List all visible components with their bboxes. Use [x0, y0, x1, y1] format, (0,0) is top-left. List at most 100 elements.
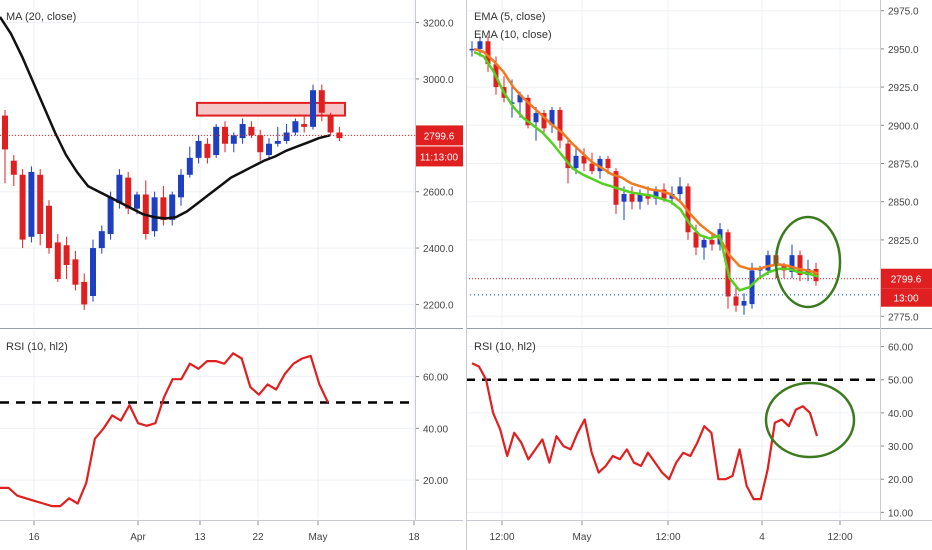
candle-body: [63, 245, 70, 265]
candle-body: [72, 259, 79, 285]
right-ema5-legend: EMA (5, close): [474, 11, 546, 23]
candle-body: [637, 194, 643, 202]
x-tick-label: 12:00: [655, 532, 680, 543]
countdown-label: 13:00: [893, 294, 918, 305]
y-tick-label: 2975.0: [888, 7, 919, 18]
candle-body: [621, 194, 627, 202]
right-rsi-legend: RSI (10, hl2): [474, 341, 536, 353]
y-tick-label: 2925.0: [888, 83, 919, 94]
candle-body: [204, 143, 211, 158]
chart-gap: [463, 0, 466, 550]
candle-body: [549, 110, 555, 126]
candle-body: [525, 97, 531, 126]
candle-body: [116, 174, 123, 203]
y-tick-label: 2850.0: [888, 198, 919, 209]
x-tick-label: 12:00: [827, 532, 852, 543]
candle-body: [805, 268, 811, 276]
y-tick-label: 50.00: [888, 376, 913, 387]
candle-body: [797, 255, 803, 276]
candle-body: [151, 197, 158, 232]
x-tick-label: 22: [252, 532, 264, 543]
y-tick-label: 40.00: [888, 409, 913, 420]
left-rsi-pane: RSI (10, hl2): [0, 330, 415, 519]
candle-body: [230, 135, 237, 144]
candle-body: [677, 186, 683, 195]
candle-body: [327, 115, 334, 133]
candle-body: [37, 174, 44, 234]
x-tick-label: 16: [28, 532, 40, 543]
candle-body: [469, 48, 475, 51]
x-tick-label: May: [309, 532, 328, 543]
candle-body: [292, 121, 299, 133]
candle-body: [186, 157, 193, 175]
left-rsi-legend: RSI (10, hl2): [6, 341, 68, 353]
left-price-pane: MA (20, close): [0, 0, 415, 327]
x-tick-label: 4: [759, 532, 765, 543]
candle-body: [266, 143, 272, 156]
candle-body: [573, 155, 579, 169]
y-tick-label: 2775.0: [888, 312, 919, 323]
x-tick-label: May: [573, 532, 592, 543]
candle-body: [733, 296, 739, 306]
y-tick-label: 60.00: [888, 343, 913, 354]
rsi-line: [471, 362, 819, 501]
candle-body: [239, 124, 246, 139]
y-tick-label: 30.00: [888, 442, 913, 453]
x-tick-label: 13: [194, 532, 206, 543]
candle-body: [653, 189, 659, 199]
last-price-label: 2799.6: [891, 275, 922, 286]
right-time-axis[interactable]: 12:00 May 12:00 4 12:00: [489, 521, 853, 543]
candle-body: [725, 232, 731, 297]
candle-body: [485, 41, 491, 65]
candle-body: [661, 189, 667, 199]
x-tick-label: 12:00: [489, 532, 514, 543]
y-tick-label: 2600.0: [423, 188, 454, 199]
y-tick-label: 3000.0: [423, 75, 454, 86]
countdown-tag: [416, 146, 463, 167]
y-tick-label: 60.00: [423, 373, 448, 384]
y-tick-label: 10.00: [888, 508, 913, 519]
candle-body: [789, 255, 795, 272]
candle-body: [283, 132, 290, 141]
candle-body: [533, 113, 539, 123]
y-tick-label: 3200.0: [423, 19, 454, 30]
y-tick-label: 2950.0: [888, 45, 919, 56]
highlight-circle: [764, 381, 856, 459]
y-tick-label: 2400.0: [423, 244, 454, 255]
candle-body: [749, 270, 755, 305]
left-rsi-axis[interactable]: 60.00 40.00 20.00: [415, 373, 448, 488]
left-time-axis[interactable]: 16 Apr 13 22 May 18: [28, 521, 420, 543]
ema-5-line: [473, 50, 819, 292]
countdown-label: 11:13:00: [420, 152, 459, 163]
candle-body: [107, 197, 114, 234]
x-tick-label: Apr: [130, 532, 146, 543]
left-price-axis[interactable]: 3200.03000.02800.02600.02400.02200.02799…: [415, 19, 463, 312]
candle-body: [693, 232, 699, 248]
candle-body: [741, 301, 747, 306]
candle-body: [597, 158, 603, 172]
candle-body: [195, 140, 202, 158]
candle-body: [46, 205, 52, 249]
candle-body: [565, 143, 571, 169]
candle-body: [213, 126, 220, 156]
candle-body: [257, 135, 264, 153]
last-price-tag: [881, 268, 932, 289]
y-tick-label: 20.00: [888, 475, 913, 486]
candle-body: [629, 194, 635, 202]
ema-10-line: [473, 47, 819, 275]
candle-body: [477, 41, 483, 49]
right-price-pane: EMA (5, close) EMA (10, close): [466, 0, 880, 327]
candle-body: [589, 163, 595, 172]
y-tick-label: 2900.0: [888, 121, 919, 132]
right-price-axis[interactable]: 2975.0 2950.0 2925.0 2900.0 2875.0 2850.0 2825…: [880, 7, 932, 324]
right-rsi-axis[interactable]: 60.00 50.00 40.00 30.00 20.00 10.00: [880, 343, 913, 520]
candle-body: [2, 115, 8, 150]
right-rsi-pane: RSI (10, hl2): [466, 330, 880, 519]
candle-body: [98, 231, 105, 249]
y-tick-label: 2875.0: [888, 160, 919, 171]
candle-body: [557, 110, 563, 141]
candle-body: [701, 239, 707, 248]
resistance-zone: [196, 101, 346, 117]
